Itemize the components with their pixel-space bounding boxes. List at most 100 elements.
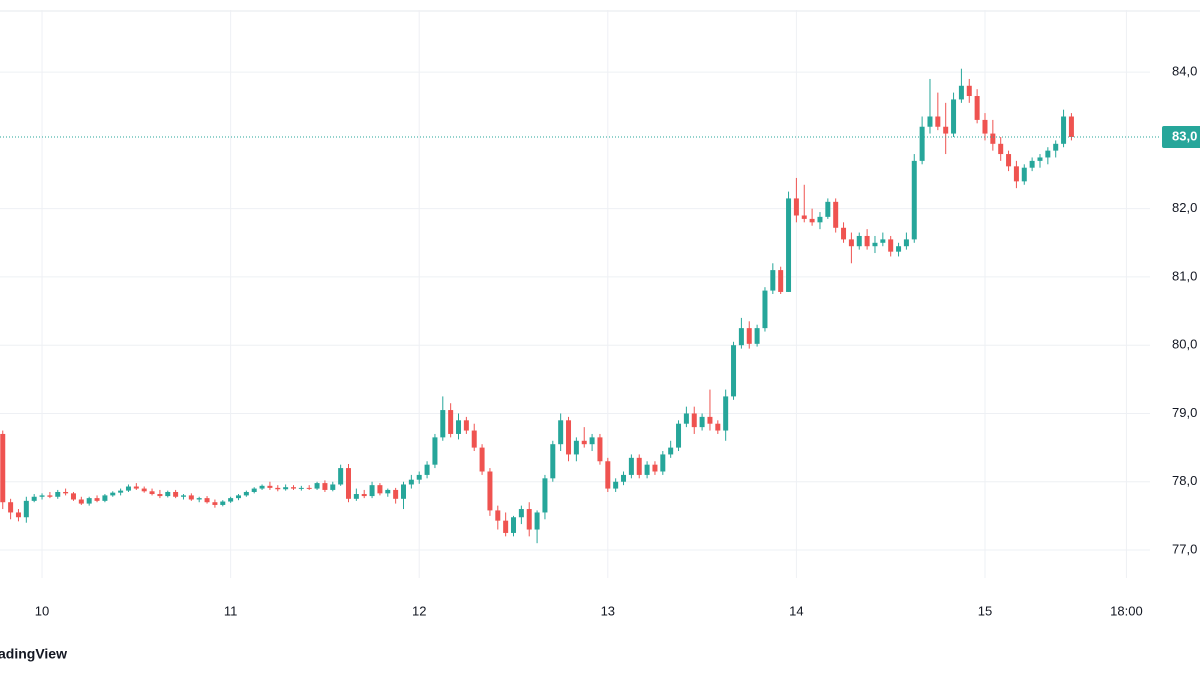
candle-body [825, 201, 831, 217]
candle-body [589, 437, 595, 445]
candle-body [1013, 166, 1019, 182]
candle-body [707, 416, 713, 424]
candle-body [78, 499, 84, 504]
candle-body [754, 328, 760, 344]
y-tick-label: 77,0 [1172, 541, 1197, 556]
candle-body [660, 454, 666, 472]
candle-body [809, 218, 815, 223]
candle-body [652, 464, 658, 472]
candles [0, 68, 1074, 544]
candle-body [39, 495, 45, 497]
candle-body [432, 437, 438, 465]
candle-body [503, 520, 509, 533]
candle-body [888, 239, 894, 252]
candle-body [283, 487, 289, 490]
candle-body [951, 99, 957, 134]
y-tick-label: 82,0 [1172, 200, 1197, 215]
candle-body [919, 126, 925, 161]
candle-body [102, 495, 108, 501]
candle-body [251, 488, 257, 492]
x-tick-label: 12 [412, 603, 426, 618]
candle-body [691, 413, 697, 428]
candle-body [408, 479, 414, 485]
candle-body [204, 498, 210, 503]
candle-body [573, 440, 579, 455]
candle-body [298, 487, 304, 489]
candle-body [149, 491, 155, 495]
candle-body [8, 502, 14, 513]
candle-body [31, 496, 37, 501]
candle-body [196, 498, 202, 500]
y-tick-label: 81,0 [1172, 268, 1197, 283]
candle-body [416, 474, 422, 480]
candle-body [778, 270, 784, 292]
y-tick-label: 79,0 [1172, 405, 1197, 420]
candle-body [998, 143, 1004, 155]
candle-body [856, 235, 862, 247]
candle-body [628, 457, 634, 475]
candle-body [456, 420, 462, 434]
candle-body [841, 227, 847, 240]
candle-body [903, 239, 909, 247]
candle-body [1061, 116, 1067, 144]
candle-body [644, 464, 650, 475]
candle-body [1021, 167, 1027, 182]
candle-body [636, 457, 642, 475]
candle-body [511, 517, 517, 533]
candle-body [872, 242, 878, 247]
candle-body [534, 512, 540, 530]
x-tick-label: 15 [978, 603, 992, 618]
candle-body [345, 468, 351, 499]
candle-body [668, 447, 674, 455]
candle-body [676, 423, 682, 448]
candle-body [133, 486, 139, 489]
candle-body [212, 502, 218, 505]
grid [0, 10, 1150, 578]
candle-body [118, 490, 124, 493]
candle-body [558, 420, 564, 445]
candle-body [306, 487, 312, 489]
y-tick-label: 80,0 [1172, 337, 1197, 352]
candle-body [173, 491, 179, 497]
candle-body [613, 481, 619, 489]
candle-body [86, 498, 92, 504]
candle-body [770, 270, 776, 291]
candle-body [23, 500, 29, 518]
candle-body [385, 489, 391, 494]
last-price-label: 83,0 [1172, 128, 1197, 143]
candle-body [353, 494, 359, 499]
candle-body [15, 512, 21, 518]
candle-body [70, 493, 76, 500]
x-tick-label: 14 [789, 603, 803, 618]
candle-body [314, 483, 320, 489]
last-price-box [1162, 125, 1200, 148]
candle-body [566, 420, 572, 455]
candle-body [864, 235, 870, 247]
candle-body [141, 488, 147, 492]
candle-body [259, 485, 265, 489]
candle-body [801, 215, 807, 219]
candle-body [1037, 157, 1043, 161]
candle-body [188, 495, 194, 500]
candle-body [518, 509, 524, 518]
candle-body [896, 246, 902, 252]
candle-body [330, 484, 336, 490]
candle-body [125, 486, 131, 491]
candle-body [542, 478, 548, 513]
candle-body [990, 133, 996, 144]
candle-body [487, 471, 493, 511]
candle-body [267, 485, 273, 488]
candle-body [526, 509, 532, 530]
candle-body [943, 126, 949, 134]
candle-body [833, 201, 839, 228]
y-tick-label: 84,0 [1172, 64, 1197, 79]
candle-body [377, 485, 383, 494]
candle-body [966, 85, 972, 97]
candle-body [974, 96, 980, 120]
candle-body [165, 491, 171, 497]
candle-body [762, 290, 768, 329]
candle-body [157, 494, 163, 497]
candle-body [220, 501, 226, 505]
candle-body [605, 461, 611, 489]
